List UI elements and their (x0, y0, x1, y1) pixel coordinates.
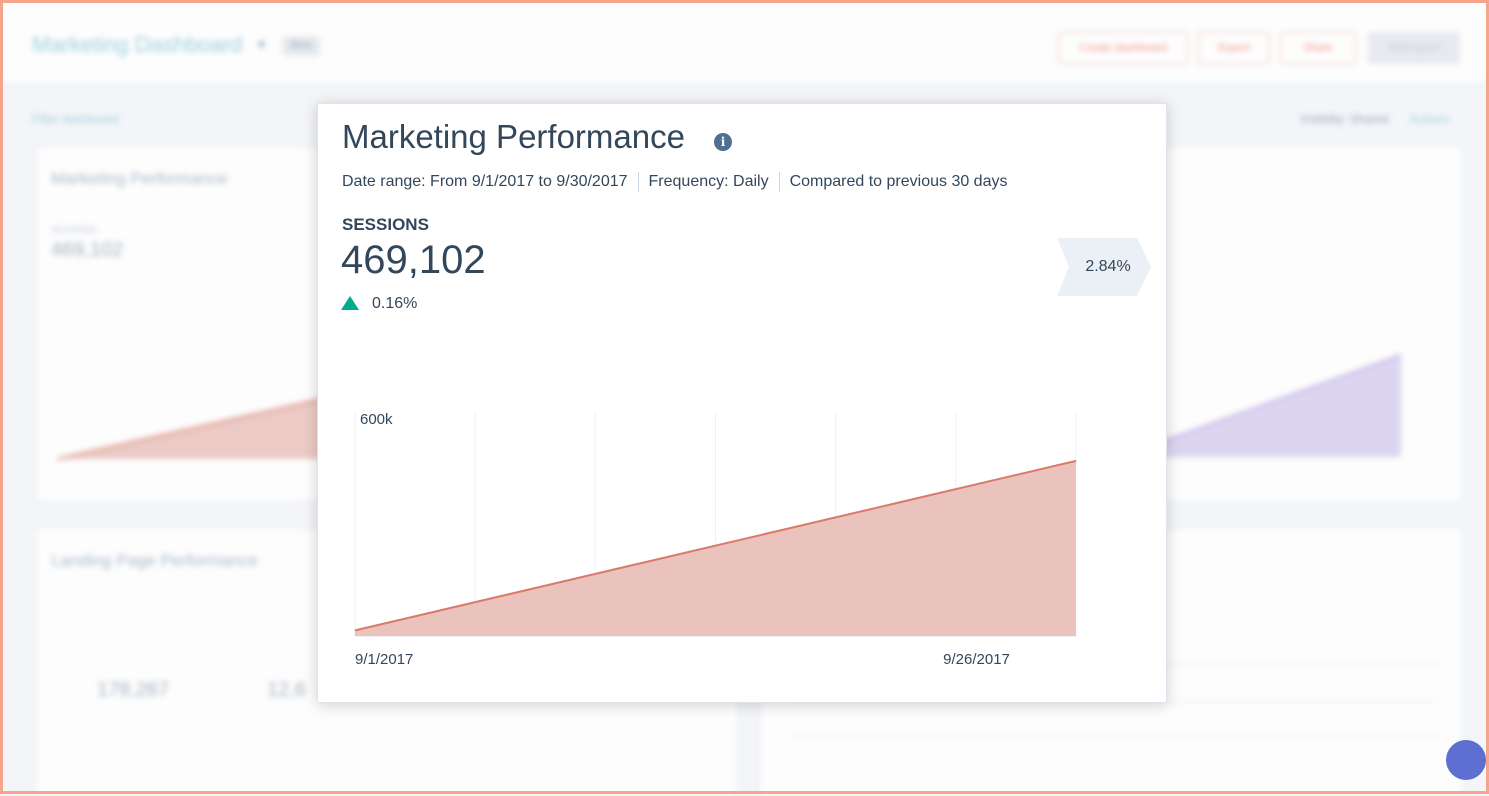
sessions-area-chart: 600k 9/1/2017 9/26/2017 (354, 411, 1077, 668)
filter-dashboard-link[interactable]: Filter dashboard (32, 112, 119, 126)
x-tick-label: 9/1/2017 (355, 651, 413, 668)
actions-link[interactable]: Actions (1410, 112, 1450, 126)
card-metric-value: 469,102 (51, 239, 124, 261)
divider (637, 172, 639, 192)
comparison-text: Compared to previous 30 days (789, 173, 1008, 190)
add-report-button[interactable]: Add report (1368, 32, 1460, 64)
card-metric-label: SESSIONS (51, 225, 98, 235)
series-line (354, 459, 1077, 632)
y-tick-label: 600k (360, 411, 393, 428)
delta-percentage: 0.16% (372, 295, 418, 312)
modal-title: Marketing Performance (342, 118, 685, 155)
chat-bubble-icon[interactable] (1446, 740, 1486, 780)
report-modal[interactable]: Marketing Performance i Date range: From… (317, 103, 1167, 703)
divider (791, 737, 1441, 738)
card-area-chart (1161, 354, 1402, 457)
metric-label: SESSIONS (342, 215, 429, 234)
frequency-text: Frequency: Daily (648, 173, 769, 190)
report-meta: Date range: From 9/1/2017 to 9/30/2017 Fr… (342, 172, 1007, 192)
flag-shape (1057, 238, 1151, 296)
visibility-text: Visibility: Shared (1300, 112, 1389, 126)
date-range-text: Date range: From 9/1/2017 to 9/30/2017 (342, 173, 628, 190)
card-metric-value: 178,267 (97, 679, 170, 701)
share-button[interactable]: Share (1280, 32, 1356, 64)
info-icon[interactable]: i (714, 133, 732, 151)
series-area (355, 460, 1076, 636)
change-flag-text: 2.84% (1085, 258, 1131, 275)
change-flag: 2.84% (1057, 238, 1151, 296)
card-title: Landing Page Performance (51, 551, 258, 570)
export-button[interactable]: Export (1198, 32, 1270, 64)
metric-value: 469,102 (341, 238, 486, 282)
beta-badge: Beta (282, 36, 320, 56)
divider (778, 172, 780, 192)
purple-chart-card[interactable] (1140, 146, 1462, 502)
dashboard-title[interactable]: Marketing Dashboard (32, 32, 243, 57)
triangle-up-icon (341, 296, 359, 310)
x-tick-label: 9/26/2017 (943, 651, 1010, 668)
chevron-down-icon[interactable]: ▾ (258, 36, 266, 52)
card-metric-value: 12,6 (267, 679, 306, 701)
card-area-chart (57, 390, 358, 460)
top-bar: Marketing Dashboard ▾ Beta Create dashbo… (0, 0, 1489, 83)
card-title: Marketing Performance (51, 169, 228, 188)
create-dashboard-button[interactable]: Create dashboard (1058, 32, 1188, 64)
